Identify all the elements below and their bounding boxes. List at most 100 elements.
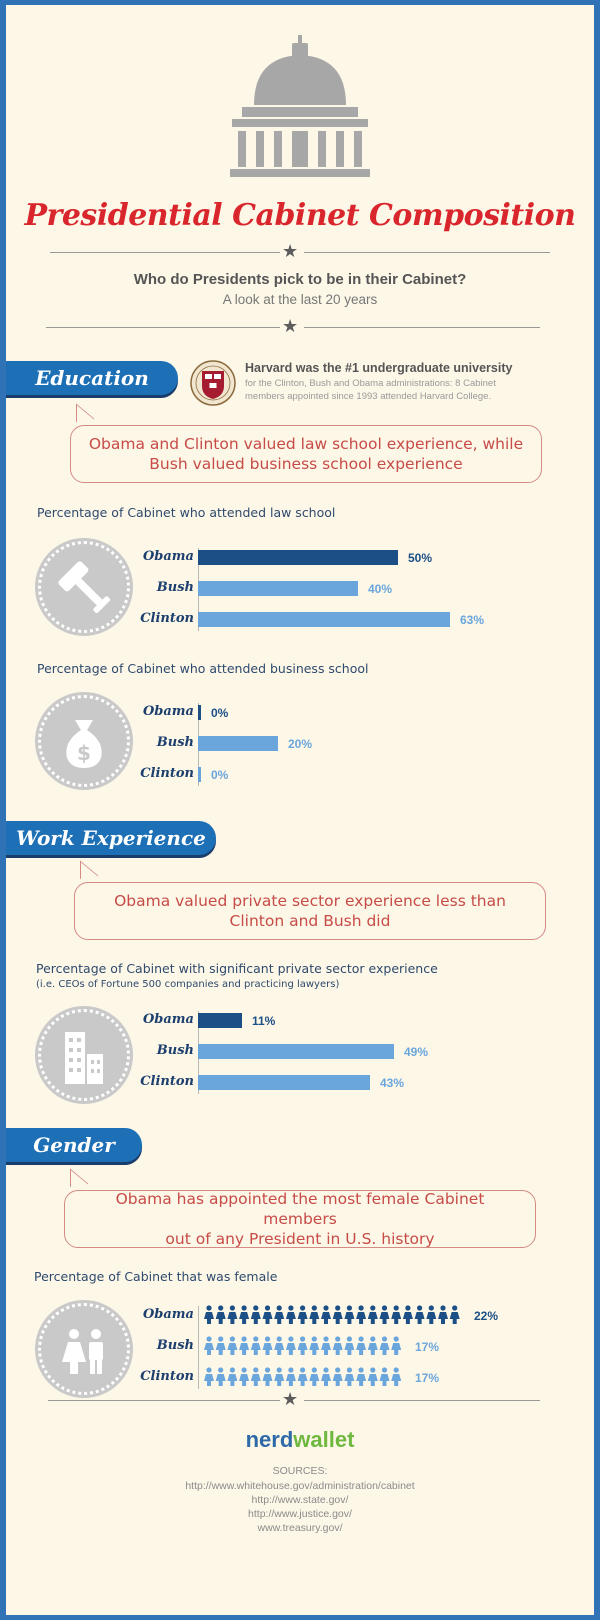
capitol-dome-icon (230, 35, 370, 177)
female-figure-icon (344, 1367, 355, 1386)
value-label: 49% (404, 1045, 429, 1059)
sources-label: SOURCES: (272, 1465, 328, 1477)
chart-title-private-sector: Percentage of Cabinet with significant p… (36, 961, 438, 976)
svg-text:$: $ (77, 741, 91, 765)
gavel-icon (58, 561, 111, 614)
pictogram-bar (204, 1305, 460, 1324)
bar (198, 581, 358, 596)
question-heading: Who do Presidents pick to be in their Ca… (133, 271, 467, 288)
education-callout: Obama and Clinton valued law school expe… (70, 425, 542, 483)
tab-education: Education (6, 361, 178, 395)
harvard-heading: Harvard was the #1 undergraduate univers… (245, 361, 513, 375)
star-icon: ★ (282, 316, 299, 337)
female-figure-icon (356, 1336, 367, 1355)
value-label: 11% (252, 1014, 276, 1028)
category-label: Obama (142, 549, 194, 564)
gender-icon-circle (35, 1300, 133, 1398)
logo-part-wallet: wallet (293, 1427, 355, 1452)
source-link[interactable]: http://www.whitehouse.gov/administration… (185, 1480, 415, 1492)
female-figure-icon (332, 1367, 343, 1386)
divider (304, 252, 550, 253)
female-figure-icon (262, 1305, 273, 1324)
money-bag-icon: $ (66, 720, 102, 768)
source-link[interactable]: http://www.state.gov/ (251, 1494, 349, 1506)
callout-line: Clinton and Bush did (229, 912, 391, 930)
female-figure-icon (344, 1336, 355, 1355)
female-figure-icon (204, 1367, 214, 1386)
female-figure-icon (356, 1367, 367, 1386)
harvard-text-line1: for the Clinton, Bush and Obama administ… (245, 378, 496, 389)
callout-line: Bush valued business school experience (149, 455, 463, 473)
female-figure-icon (262, 1336, 273, 1355)
callout-line: Obama and Clinton valued law school expe… (88, 435, 524, 453)
bar (198, 705, 201, 720)
bar (198, 1044, 394, 1059)
female-figure-icon (297, 1367, 308, 1386)
category-label: Bush (156, 735, 194, 750)
female-figure-icon (391, 1305, 402, 1324)
tab-gender: Gender (6, 1128, 142, 1162)
bar (198, 550, 398, 565)
value-label: 63% (460, 613, 485, 627)
value-label: 17% (415, 1371, 440, 1385)
category-label: Clinton (140, 766, 194, 781)
source-link[interactable]: www.treasury.gov/ (257, 1522, 343, 1534)
category-label: Bush (156, 580, 194, 595)
female-figure-icon (285, 1367, 296, 1386)
female-figure-icon (321, 1336, 331, 1355)
callout-line: Obama valued private sector experience l… (114, 892, 506, 910)
female-figure-icon (379, 1305, 390, 1324)
category-label: Bush (156, 1043, 194, 1058)
infographic: Presidential Cabinet Composition ★ Who d… (6, 5, 594, 1615)
female-figure-icon (356, 1305, 367, 1324)
value-label: 22% (474, 1309, 499, 1323)
female-figure-icon (250, 1336, 261, 1355)
female-figure-icon (215, 1336, 226, 1355)
category-label: Bush (156, 1338, 194, 1353)
bar (198, 612, 450, 627)
money-bag-icon-circle: $ (35, 692, 133, 790)
chart-title-female: Percentage of Cabinet that was female (34, 1269, 278, 1284)
bar (198, 1013, 242, 1028)
category-label: Clinton (140, 1074, 194, 1089)
value-label: 43% (380, 1076, 405, 1090)
female-figure-icon (215, 1305, 226, 1324)
female-figure-icon (309, 1336, 320, 1355)
female-figure-icon (321, 1305, 331, 1324)
chart-title-business-school: Percentage of Cabinet who attended busin… (37, 661, 369, 676)
callout-line: out of any President in U.S. history (165, 1230, 435, 1248)
female-figure-icon (227, 1336, 238, 1355)
tab-work-experience: Work Experience (6, 821, 216, 855)
source-link[interactable]: http://www.justice.gov/ (248, 1508, 352, 1520)
star-icon: ★ (282, 241, 299, 262)
female-figure-icon (309, 1367, 320, 1386)
female-figure-icon (426, 1305, 437, 1324)
value-label: 40% (368, 582, 393, 596)
logo-part-nerd: nerd (245, 1427, 294, 1452)
female-figure-icon (204, 1336, 214, 1355)
female-figure-icon (227, 1367, 238, 1386)
value-label: 0% (211, 706, 229, 720)
bar (198, 767, 201, 782)
female-figure-icon (250, 1305, 261, 1324)
buildings-icon (65, 1032, 103, 1084)
work-callout: Obama valued private sector experience l… (74, 882, 546, 940)
female-figure-icon (332, 1305, 343, 1324)
value-label: 0% (211, 768, 229, 782)
subtitle: A look at the last 20 years (222, 292, 378, 307)
female-figure-icon (449, 1305, 460, 1324)
pictogram-bar (204, 1367, 402, 1386)
category-label: Obama (142, 1012, 194, 1027)
female-figure-icon (379, 1367, 390, 1386)
female-figure-icon (285, 1305, 296, 1324)
divider (46, 327, 280, 328)
gavel-icon-circle (35, 538, 133, 636)
female-figure-icon (274, 1336, 285, 1355)
female-figure-icon (344, 1305, 355, 1324)
harvard-seal-icon (190, 360, 236, 406)
pictogram-bar (204, 1336, 402, 1355)
female-figure-icon (309, 1305, 320, 1324)
female-figure-icon (285, 1336, 296, 1355)
nerdwallet-logo: nerdwallet (6, 1427, 594, 1453)
divider (50, 252, 280, 253)
